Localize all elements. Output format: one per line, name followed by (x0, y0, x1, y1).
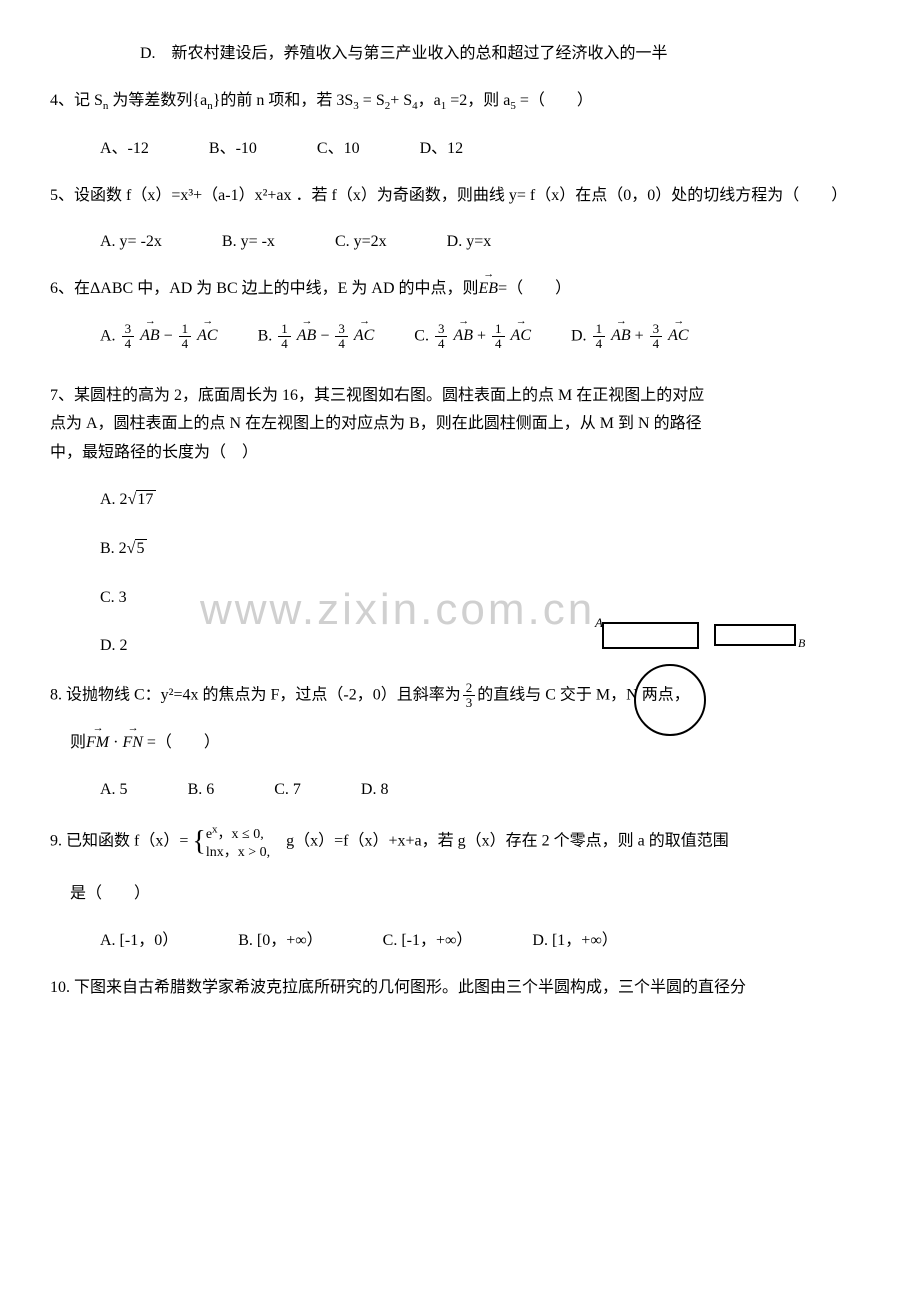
q5-optB: B. y= -x (222, 228, 275, 257)
q7-optA: A. 2√17 (100, 486, 870, 515)
q5-optC: C. y=2x (335, 228, 387, 257)
q6-stem: 6、在ΔABC 中，AD 为 BC 边上的中线，E 为 AD 的中点，则→EB=… (50, 275, 870, 304)
q4-optD: D、12 (420, 135, 464, 164)
svg-text:A: A (594, 615, 603, 630)
q8-options: A. 5 B. 6 C. 7 D. 8 (50, 776, 870, 805)
q4-optB: B、-10 (209, 135, 257, 164)
q8-optC: C. 7 (274, 776, 301, 805)
q7-optB: B. 2√5 (100, 535, 870, 564)
q9-options: A. [-1，0） B. [0，+∞） C. [-1，+∞） D. [1，+∞） (50, 927, 870, 956)
q5-options: A. y= -2x B. y= -x C. y=2x D. y=x (50, 228, 870, 257)
q8-optA: A. 5 (100, 776, 128, 805)
q9-stem-2: 是（ ） (50, 880, 870, 909)
q8-optD: D. 8 (361, 776, 389, 805)
q8-optB: B. 6 (188, 776, 215, 805)
q3-option-d: D. 新农村建设后，养殖收入与第三产业收入的总和超过了经济收入的一半 (50, 40, 870, 69)
three-view-diagram: A B (590, 615, 810, 755)
q4-stem: 4、记 Sn 为等差数列{an}的前 n 项和，若 3S3 = S2+ S4，a… (50, 87, 870, 117)
q5-optA: A. y= -2x (100, 228, 162, 257)
q9-optD: D. [1，+∞） (532, 927, 617, 956)
q6-optA: A. 34 →AB − 14 →AC (100, 322, 218, 352)
q9-optB: B. [0，+∞） (238, 927, 322, 956)
q5-optD: D. y=x (447, 228, 492, 257)
q5-stem: 5、设函数 f（x）=x³+（a-1）x²+ax ．若 f（x）为奇函数，则曲线… (50, 182, 870, 211)
q4-options: A、-12 B、-10 C、10 D、12 (50, 135, 870, 164)
q7-stem: 7、某圆柱的高为 2，底面周长为 16，其三视图如右图。圆柱表面上的点 M 在正… (50, 382, 870, 468)
q6-optB: B. 14 →AB − 34 →AC (258, 322, 375, 352)
q4-optA: A、-12 (100, 135, 149, 164)
q10-stem: 10. 下图来自古希腊数学家希波克拉底所研究的几何图形。此图由三个半圆构成，三个… (50, 974, 870, 1003)
q9-optC: C. [-1，+∞） (383, 927, 473, 956)
q6-optC: C. 34 →AB + 14 →AC (414, 322, 531, 352)
q6-options: A. 34 →AB − 14 →AC B. 14 →AB − 34 →AC C.… (50, 322, 870, 352)
q4-optC: C、10 (317, 135, 360, 164)
q7-optC: C. 3 (100, 584, 870, 613)
q9-stem: 9. 已知函数 f（x）= {ex，x ≤ 0,lnx，x > 0, g（x）=… (50, 822, 870, 862)
svg-text:B: B (798, 636, 806, 650)
q9-optA: A. [-1，0） (100, 927, 178, 956)
q6-optD: D. 14 →AB + 34 →AC (571, 322, 689, 352)
